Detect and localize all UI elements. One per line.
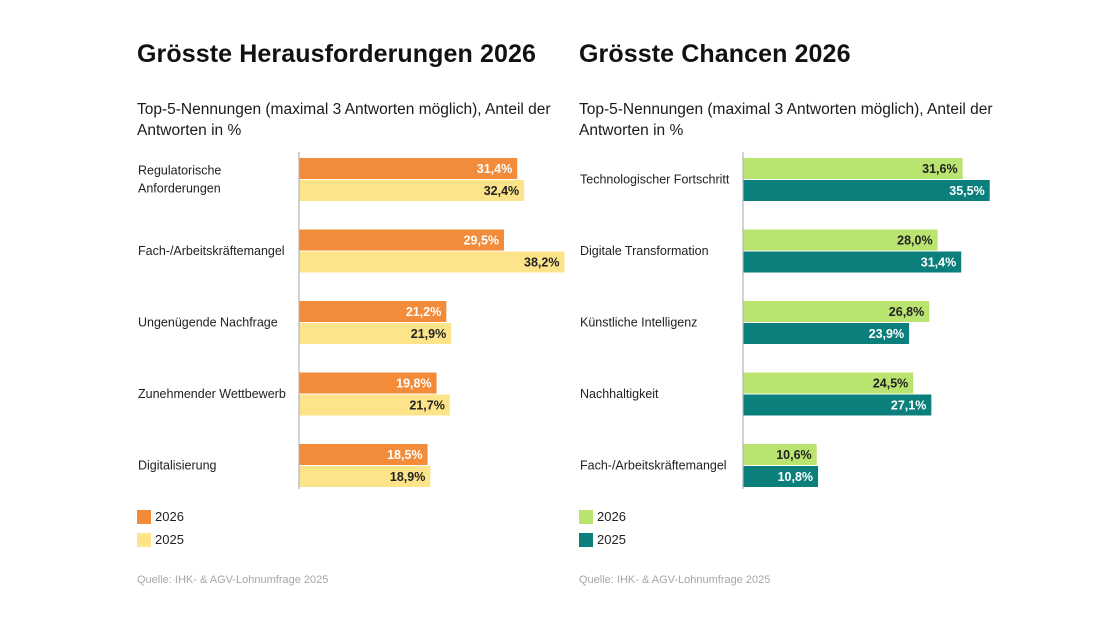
legend-label: 2025 [155,532,184,547]
legend-swatch-2026 [137,509,151,524]
legend-label: 2026 [155,509,184,524]
data-label: 10,8% [778,470,813,484]
bar-chart-opportunities: Technologischer Fortschritt 31,6% 35,5% Dig… [579,150,1019,500]
bar-chart-challenges: Regulatorische Anforderungen 31,4% 32,4% Fac… [137,150,577,500]
data-label: 27,1% [891,399,926,413]
bar-2026 [743,301,930,322]
bar-2026 [299,229,505,251]
data-label: 29,5% [464,234,499,248]
chart-title: Grösste Herausforderungen 2026 [137,40,536,68]
category-label: Künstliche Intelligenz [580,316,697,330]
legend: 2026 2025 [137,505,184,551]
bar-2026 [743,372,914,394]
legend-swatch-2026 [579,509,593,524]
legend-label: 2026 [597,509,626,524]
bar-2025 [299,323,452,344]
bar-2026 [299,301,447,322]
bar-2025 [299,394,450,416]
category-label: Zunehmender Wettbewerb [138,387,286,401]
category-label: Technologischer Fortschritt [580,173,730,187]
data-label: 35,5% [949,184,984,198]
bar-2025 [743,466,819,487]
data-label: 21,9% [411,327,446,341]
data-label: 28,0% [897,234,932,248]
category-label: Regulatorische Anforderungen [138,164,221,196]
category-label: Digitale Transformation [580,244,709,258]
legend-item-2025: 2025 [137,528,184,551]
data-label: 10,6% [776,448,811,462]
data-label: 31,4% [921,256,956,270]
bar-2026 [299,158,518,179]
bar-2025 [299,466,431,487]
panel-challenges: Grösste Herausforderungen 2026 Top-5-Nen… [137,0,577,627]
data-label: 21,7% [409,399,444,413]
legend-swatch-2025 [137,532,151,547]
panel-opportunities: Grösste Chancen 2026 Top-5-Nennungen (ma… [579,0,1019,627]
category-label: Ungenügende Nachfrage [138,316,278,330]
bar-2026 [299,372,437,394]
legend-item-2026: 2026 [579,505,626,528]
source-note: Quelle: IHK- & AGV-Lohnumfrage 2025 [137,574,329,586]
data-label: 32,4% [484,184,519,198]
data-label: 19,8% [396,377,431,391]
legend: 2026 2025 [579,505,626,551]
data-label: 18,5% [387,448,422,462]
data-label: 23,9% [869,327,904,341]
data-label: 21,2% [406,305,441,319]
data-label: 31,4% [477,162,512,176]
bar-2026 [299,444,428,465]
bar-2026 [743,229,938,251]
data-label: 31,6% [922,162,957,176]
category-label: Fach-/Arbeitskräftemangel [138,244,285,258]
bar-2025 [743,251,962,273]
data-label: 38,2% [524,256,559,270]
source-note: Quelle: IHK- & AGV-Lohnumfrage 2025 [579,574,771,586]
category-label: Fach-/Arbeitskräftemangel [580,459,727,473]
data-label: 24,5% [873,377,908,391]
legend-item-2025: 2025 [579,528,626,551]
chart-subtitle: Top-5-Nennungen (maximal 3 Antworten mög… [579,101,993,139]
bar-2025 [743,323,910,344]
bar-2025 [299,180,525,201]
bar-2025 [743,180,990,201]
bar-2025 [299,251,565,273]
bar-2025 [743,394,932,416]
legend-label: 2025 [597,532,626,547]
chart-title: Grösste Chancen 2026 [579,40,851,68]
bar-2026 [743,158,963,179]
category-label: Digitalisierung [138,459,217,473]
bar-2026 [743,444,817,465]
legend-swatch-2025 [579,532,593,547]
data-label: 18,9% [390,470,425,484]
category-label: Nachhaltigkeit [580,387,659,401]
chart-subtitle: Top-5-Nennungen (maximal 3 Antworten mög… [137,101,551,139]
chart-svg: Technologischer Fortschritt 31,6% 35,5% Dig… [580,152,990,489]
data-label: 26,8% [889,305,924,319]
legend-item-2026: 2026 [137,505,184,528]
chart-svg: Regulatorische Anforderungen 31,4% 32,4% Fac… [138,152,565,489]
